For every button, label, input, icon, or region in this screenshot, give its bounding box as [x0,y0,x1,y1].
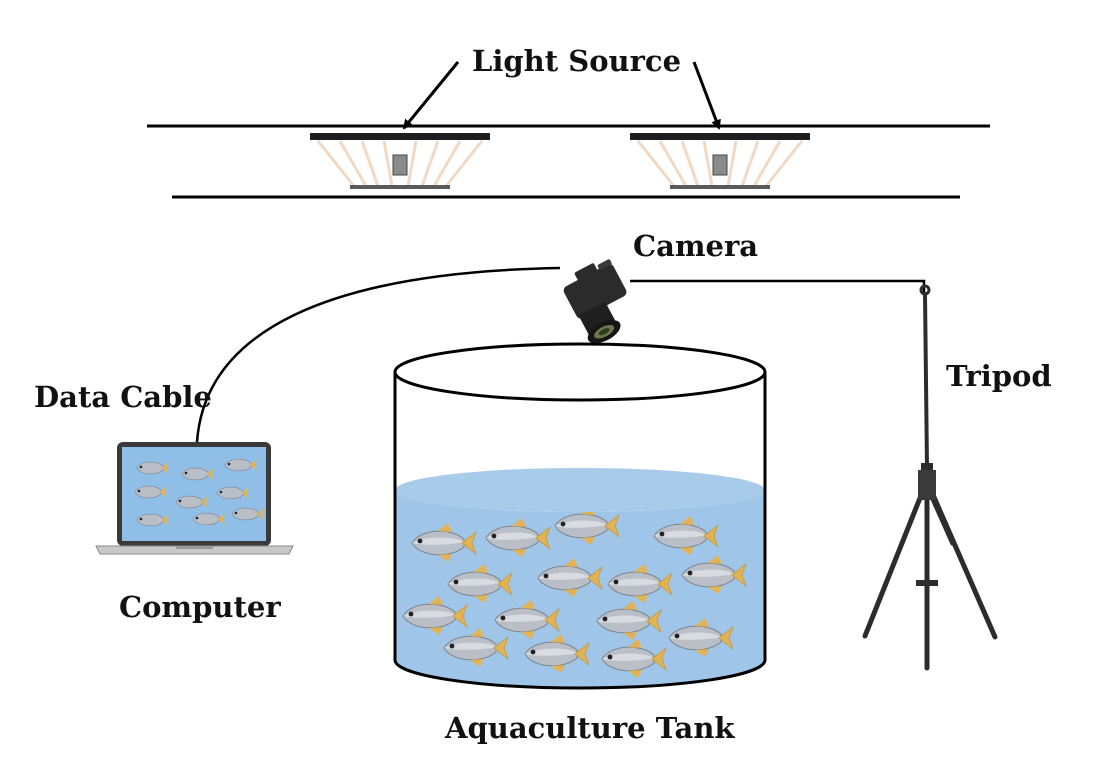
laptop-icon [95,442,294,555]
tripod-arm [630,279,926,292]
light-fixture-icon [630,133,810,189]
tank-icon [393,342,767,690]
light-source-arrow-left [402,61,460,130]
light-fixture-icon [310,133,490,189]
tripod-icon [862,284,998,671]
aquaculture-tank-label: Aquaculture Tank [445,711,735,745]
light-source-arrow-right [692,61,721,130]
camera-icon [563,259,627,344]
computer-label: Computer [119,590,281,624]
data-cable [195,266,561,443]
light-source-label: Light Source [472,44,682,78]
tripod-label: Tripod [946,359,1052,393]
ceiling-rails [147,124,990,199]
camera-label: Camera [633,229,759,263]
data-cable-label: Data Cable [34,380,212,414]
